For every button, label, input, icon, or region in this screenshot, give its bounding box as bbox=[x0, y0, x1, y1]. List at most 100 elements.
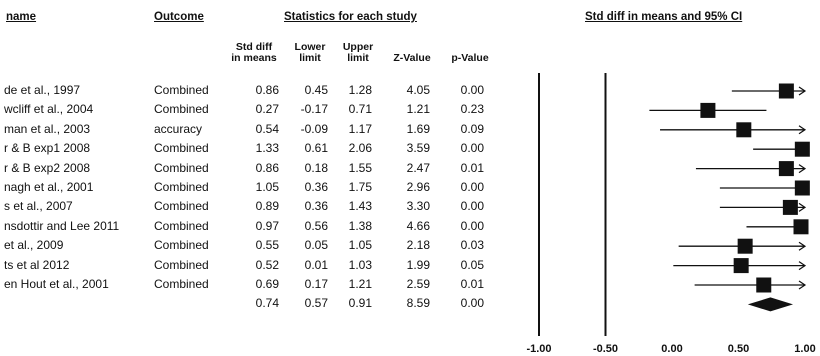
outcome-value: Combined bbox=[154, 102, 209, 117]
std-diff-value: 0.89 bbox=[255, 199, 279, 214]
outcome-value: Combined bbox=[154, 160, 209, 175]
std-diff-value: 0.27 bbox=[255, 102, 279, 117]
z-value: 2.59 bbox=[406, 277, 430, 291]
p-value: 0.23 bbox=[460, 102, 484, 117]
statistics-group-header: Statistics for each study bbox=[284, 11, 417, 23]
outcome-value: Combined bbox=[154, 199, 209, 214]
x-tick-label: -0.50 bbox=[593, 343, 618, 355]
ci-arrow bbox=[798, 125, 807, 135]
p-value: 0.00 bbox=[460, 180, 484, 194]
summary-diamond bbox=[747, 297, 794, 312]
upper-limit-value: 0.91 bbox=[348, 296, 372, 311]
upper-limit-value: 1.38 bbox=[348, 218, 372, 233]
upper-limit-value: 1.21 bbox=[348, 277, 372, 291]
ci-arrow bbox=[798, 164, 807, 174]
z-value-subheader: Z-Value bbox=[393, 52, 431, 64]
study-name: de et al., 1997 bbox=[4, 83, 81, 97]
ci-arrow bbox=[798, 86, 807, 96]
outcome-value: Combined bbox=[154, 180, 209, 194]
ci-arrow bbox=[798, 202, 807, 212]
upper-limit-value: 0.71 bbox=[348, 102, 372, 117]
forest-plot-header: Std diff in means and 95% CI bbox=[585, 11, 743, 23]
effect-marker bbox=[794, 141, 810, 157]
ci-arrow bbox=[798, 261, 807, 271]
z-value: 2.47 bbox=[406, 160, 430, 175]
p-value: 0.00 bbox=[460, 218, 484, 233]
study-name: nagh et al., 2001 bbox=[4, 180, 94, 194]
study-name: nsdottir and Lee 2011 bbox=[4, 218, 120, 233]
p-value: 0.00 bbox=[460, 141, 484, 156]
effect-marker bbox=[736, 122, 752, 138]
std-diff-value: 0.69 bbox=[255, 277, 279, 291]
p-value: 0.05 bbox=[460, 257, 484, 272]
effect-marker bbox=[756, 277, 772, 293]
z-value: 2.96 bbox=[406, 180, 430, 194]
p-value: 0.00 bbox=[460, 199, 484, 214]
study-name: s et al., 2007 bbox=[4, 199, 73, 214]
effect-marker bbox=[778, 161, 794, 177]
outcome-value: Combined bbox=[154, 83, 209, 97]
study-name: r & B exp2 2008 bbox=[4, 160, 91, 175]
z-value: 3.59 bbox=[406, 141, 430, 156]
study-name: en Hout et al., 2001 bbox=[4, 277, 109, 291]
effect-marker bbox=[782, 199, 798, 215]
z-value: 1.69 bbox=[406, 121, 430, 136]
x-tick-label: 0.00 bbox=[661, 343, 682, 355]
ci-arrow bbox=[798, 241, 807, 251]
outcome-value: Combined bbox=[154, 277, 209, 291]
study-name: ts et al 2012 bbox=[4, 257, 70, 272]
lower-limit-subheader: Lower limit bbox=[294, 41, 326, 64]
effect-marker bbox=[793, 219, 809, 235]
study-name: man et al., 2003 bbox=[4, 121, 91, 136]
ci-arrow bbox=[798, 280, 807, 290]
lower-limit-value: 0.45 bbox=[304, 83, 328, 97]
outcome-value: Combined bbox=[154, 257, 209, 272]
z-value: 4.66 bbox=[406, 218, 430, 233]
z-value: 4.05 bbox=[406, 83, 430, 97]
upper-limit-value: 1.75 bbox=[348, 180, 372, 194]
outcome-value: accuracy bbox=[154, 121, 203, 136]
lower-limit-value: 0.36 bbox=[304, 199, 328, 214]
p-value-subheader: p-Value bbox=[451, 52, 489, 64]
outcome-value: Combined bbox=[154, 141, 209, 156]
effect-marker bbox=[794, 180, 810, 196]
name-column-header: name bbox=[6, 11, 37, 23]
upper-limit-subheader: Upper limit bbox=[342, 41, 374, 64]
std-diff-value: 1.33 bbox=[255, 141, 279, 156]
z-value: 8.59 bbox=[406, 296, 430, 311]
lower-limit-value: 0.57 bbox=[304, 296, 328, 311]
std-diff-value: 1.05 bbox=[255, 180, 279, 194]
p-value: 0.09 bbox=[460, 121, 484, 136]
p-value: 0.00 bbox=[460, 83, 484, 97]
effect-marker bbox=[700, 102, 716, 118]
upper-limit-value: 1.28 bbox=[348, 83, 372, 97]
lower-limit-value: -0.17 bbox=[300, 102, 328, 117]
std-diff-value: 0.86 bbox=[255, 83, 279, 97]
std-diff-value: 0.55 bbox=[255, 238, 279, 253]
std-diff-subheader: Std diff in means bbox=[231, 41, 277, 64]
std-diff-value: 0.54 bbox=[255, 121, 279, 136]
outcome-value: Combined bbox=[154, 218, 209, 233]
effect-marker bbox=[733, 258, 749, 274]
lower-limit-value: 0.05 bbox=[304, 238, 328, 253]
lower-limit-value: 0.18 bbox=[304, 160, 328, 175]
p-value: 0.00 bbox=[460, 296, 484, 311]
p-value: 0.03 bbox=[460, 238, 484, 253]
upper-limit-value: 2.06 bbox=[348, 141, 372, 156]
effect-marker bbox=[737, 238, 753, 254]
lower-limit-value: 0.56 bbox=[304, 218, 328, 233]
z-value: 3.30 bbox=[406, 199, 430, 214]
std-diff-value: 0.74 bbox=[255, 296, 279, 311]
upper-limit-value: 1.43 bbox=[348, 199, 372, 214]
z-value: 1.21 bbox=[406, 102, 430, 117]
lower-limit-value: 0.61 bbox=[304, 141, 328, 156]
outcome-column-header: Outcome bbox=[154, 11, 204, 23]
x-tick-label: -1.00 bbox=[526, 343, 551, 355]
study-name: wcliff et al., 2004 bbox=[4, 102, 94, 117]
upper-limit-value: 1.05 bbox=[348, 238, 372, 253]
effect-marker bbox=[778, 83, 794, 99]
std-diff-value: 0.52 bbox=[255, 257, 279, 272]
lower-limit-value: -0.09 bbox=[300, 121, 328, 136]
outcome-value: Combined bbox=[154, 238, 209, 253]
